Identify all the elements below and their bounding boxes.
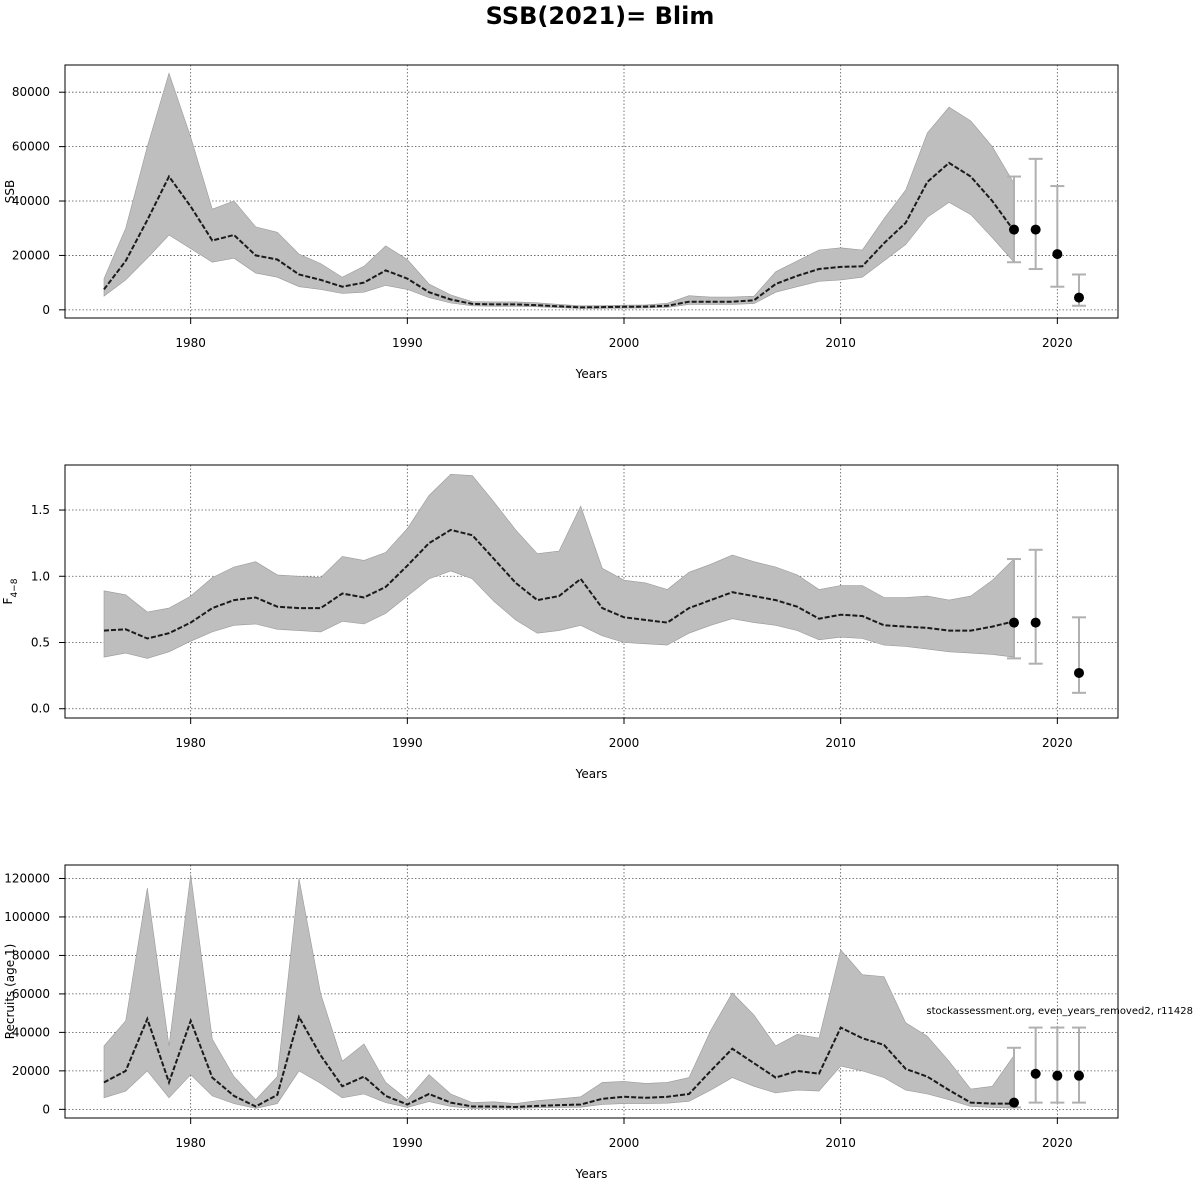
panel-0-y-tick-label: 0 [42,303,50,317]
panel-2-y-tick-label: 20000 [12,1064,50,1078]
panel-0-projection-point-2021 [1074,292,1084,303]
panel-2-projection-point-2018 [1009,1097,1019,1108]
ssb-panel: 1980 1990 2000 2010 2020 0 20000 40000 60000 8000… [3,64,1119,381]
panel-1-y-tick-label: 1.0 [31,569,50,583]
panel-1-confidence-band [103,473,1015,659]
panel-0-x-tick-label: 2010 [825,336,856,350]
panel-2-x-tick-label: 2000 [609,1136,640,1150]
recruits-panel: 1980 1990 2000 2010 2020 0 20000 40000 60000 8000… [3,864,1119,1181]
panel-0-estimate-line [103,161,1015,309]
panel-2-y-tick-label: 40000 [12,1025,50,1039]
panel-0-projection-point-2020 [1052,249,1063,260]
panel-0-y-tick-label: 80000 [12,85,50,99]
panel-0-x-axis-title: Years [575,367,608,381]
panel-0-x-tick-label: 2020 [1042,336,1073,350]
panel-0-projection-point-2018 [1009,224,1019,235]
panel-0-y-tick-label: 60000 [12,140,50,154]
panel-1-projection-point-2019 [1030,617,1041,628]
panel-2-y-tick-label: 80000 [12,948,50,962]
panel-2-plot-frame [64,864,1119,1119]
panel-2-y-tick-label: 100000 [4,910,50,924]
source-note: stockassessment.org, even_years_removed2… [926,1006,1193,1017]
panel-1-x-tick-label: 1980 [175,736,206,750]
panel-0-x-tick-label: 1990 [392,336,423,350]
panel-1-y-tick-label: 1.5 [31,503,50,517]
panel-1-estimate-line [103,528,1015,640]
panel-0-y-tick-label: 40000 [12,194,50,208]
panel-0-confidence-band [103,72,1015,309]
panel-0-x-tick-label: 2000 [609,336,640,350]
panel-1-projection-point-2021 [1074,667,1084,678]
panel-2-estimate-line [103,1014,1014,1109]
panel-1-y-tick-label: 0.0 [31,702,50,716]
panel-1-y-tick-label: 0.5 [31,635,50,649]
fishing-mortality-panel: 1980 1990 2000 2010 2020 0.0 0.5 1.0 1.5 Years F4−… [1,464,1119,781]
panel-0-y-tick-label: 20000 [12,248,50,262]
panel-1-y-axis-title: F4−8 [1,578,20,604]
panel-2-projection-point-2019 [1030,1068,1041,1079]
panel-2-x-tick-label: 1980 [175,1136,206,1150]
panel-1-x-axis-title: Years [575,767,608,781]
panel-1-plot-frame [64,464,1119,719]
panel-1-x-tick-label: 2020 [1042,736,1073,750]
panel-2-confidence-band [103,874,1015,1109]
panel-2-projection-point-2021 [1074,1070,1084,1081]
panel-2-y-axis-title: Recruits (age 1) [3,944,17,1040]
panel-1-x-tick-label: 2000 [609,736,640,750]
panel-0-y-axis-title: SSB [3,180,17,203]
panel-2-y-tick-label: 120000 [4,871,50,885]
panel-0-plot-frame [64,64,1119,319]
figure-title: SSB(2021)= Blim [486,2,715,30]
panel-0-x-tick-label: 1980 [175,336,206,350]
panel-2-y-tick-label: 60000 [12,987,50,1001]
panel-2-y-tick-label: 0 [42,1102,50,1116]
panel-1-y-axis-subscript: 4−8 [10,578,20,597]
panel-2-projection-point-2020 [1052,1070,1063,1081]
panel-2-x-axis-title: Years [575,1167,608,1181]
panel-2-x-tick-label: 2010 [825,1136,856,1150]
panel-1-x-tick-label: 1990 [392,736,423,750]
panel-1-x-tick-label: 2010 [825,736,856,750]
panel-0-projection-point-2019 [1030,224,1041,235]
panel-2-x-tick-label: 1990 [392,1136,423,1150]
panel-2-x-tick-label: 2020 [1042,1136,1073,1150]
panel-1-projection-point-2018 [1009,617,1019,628]
